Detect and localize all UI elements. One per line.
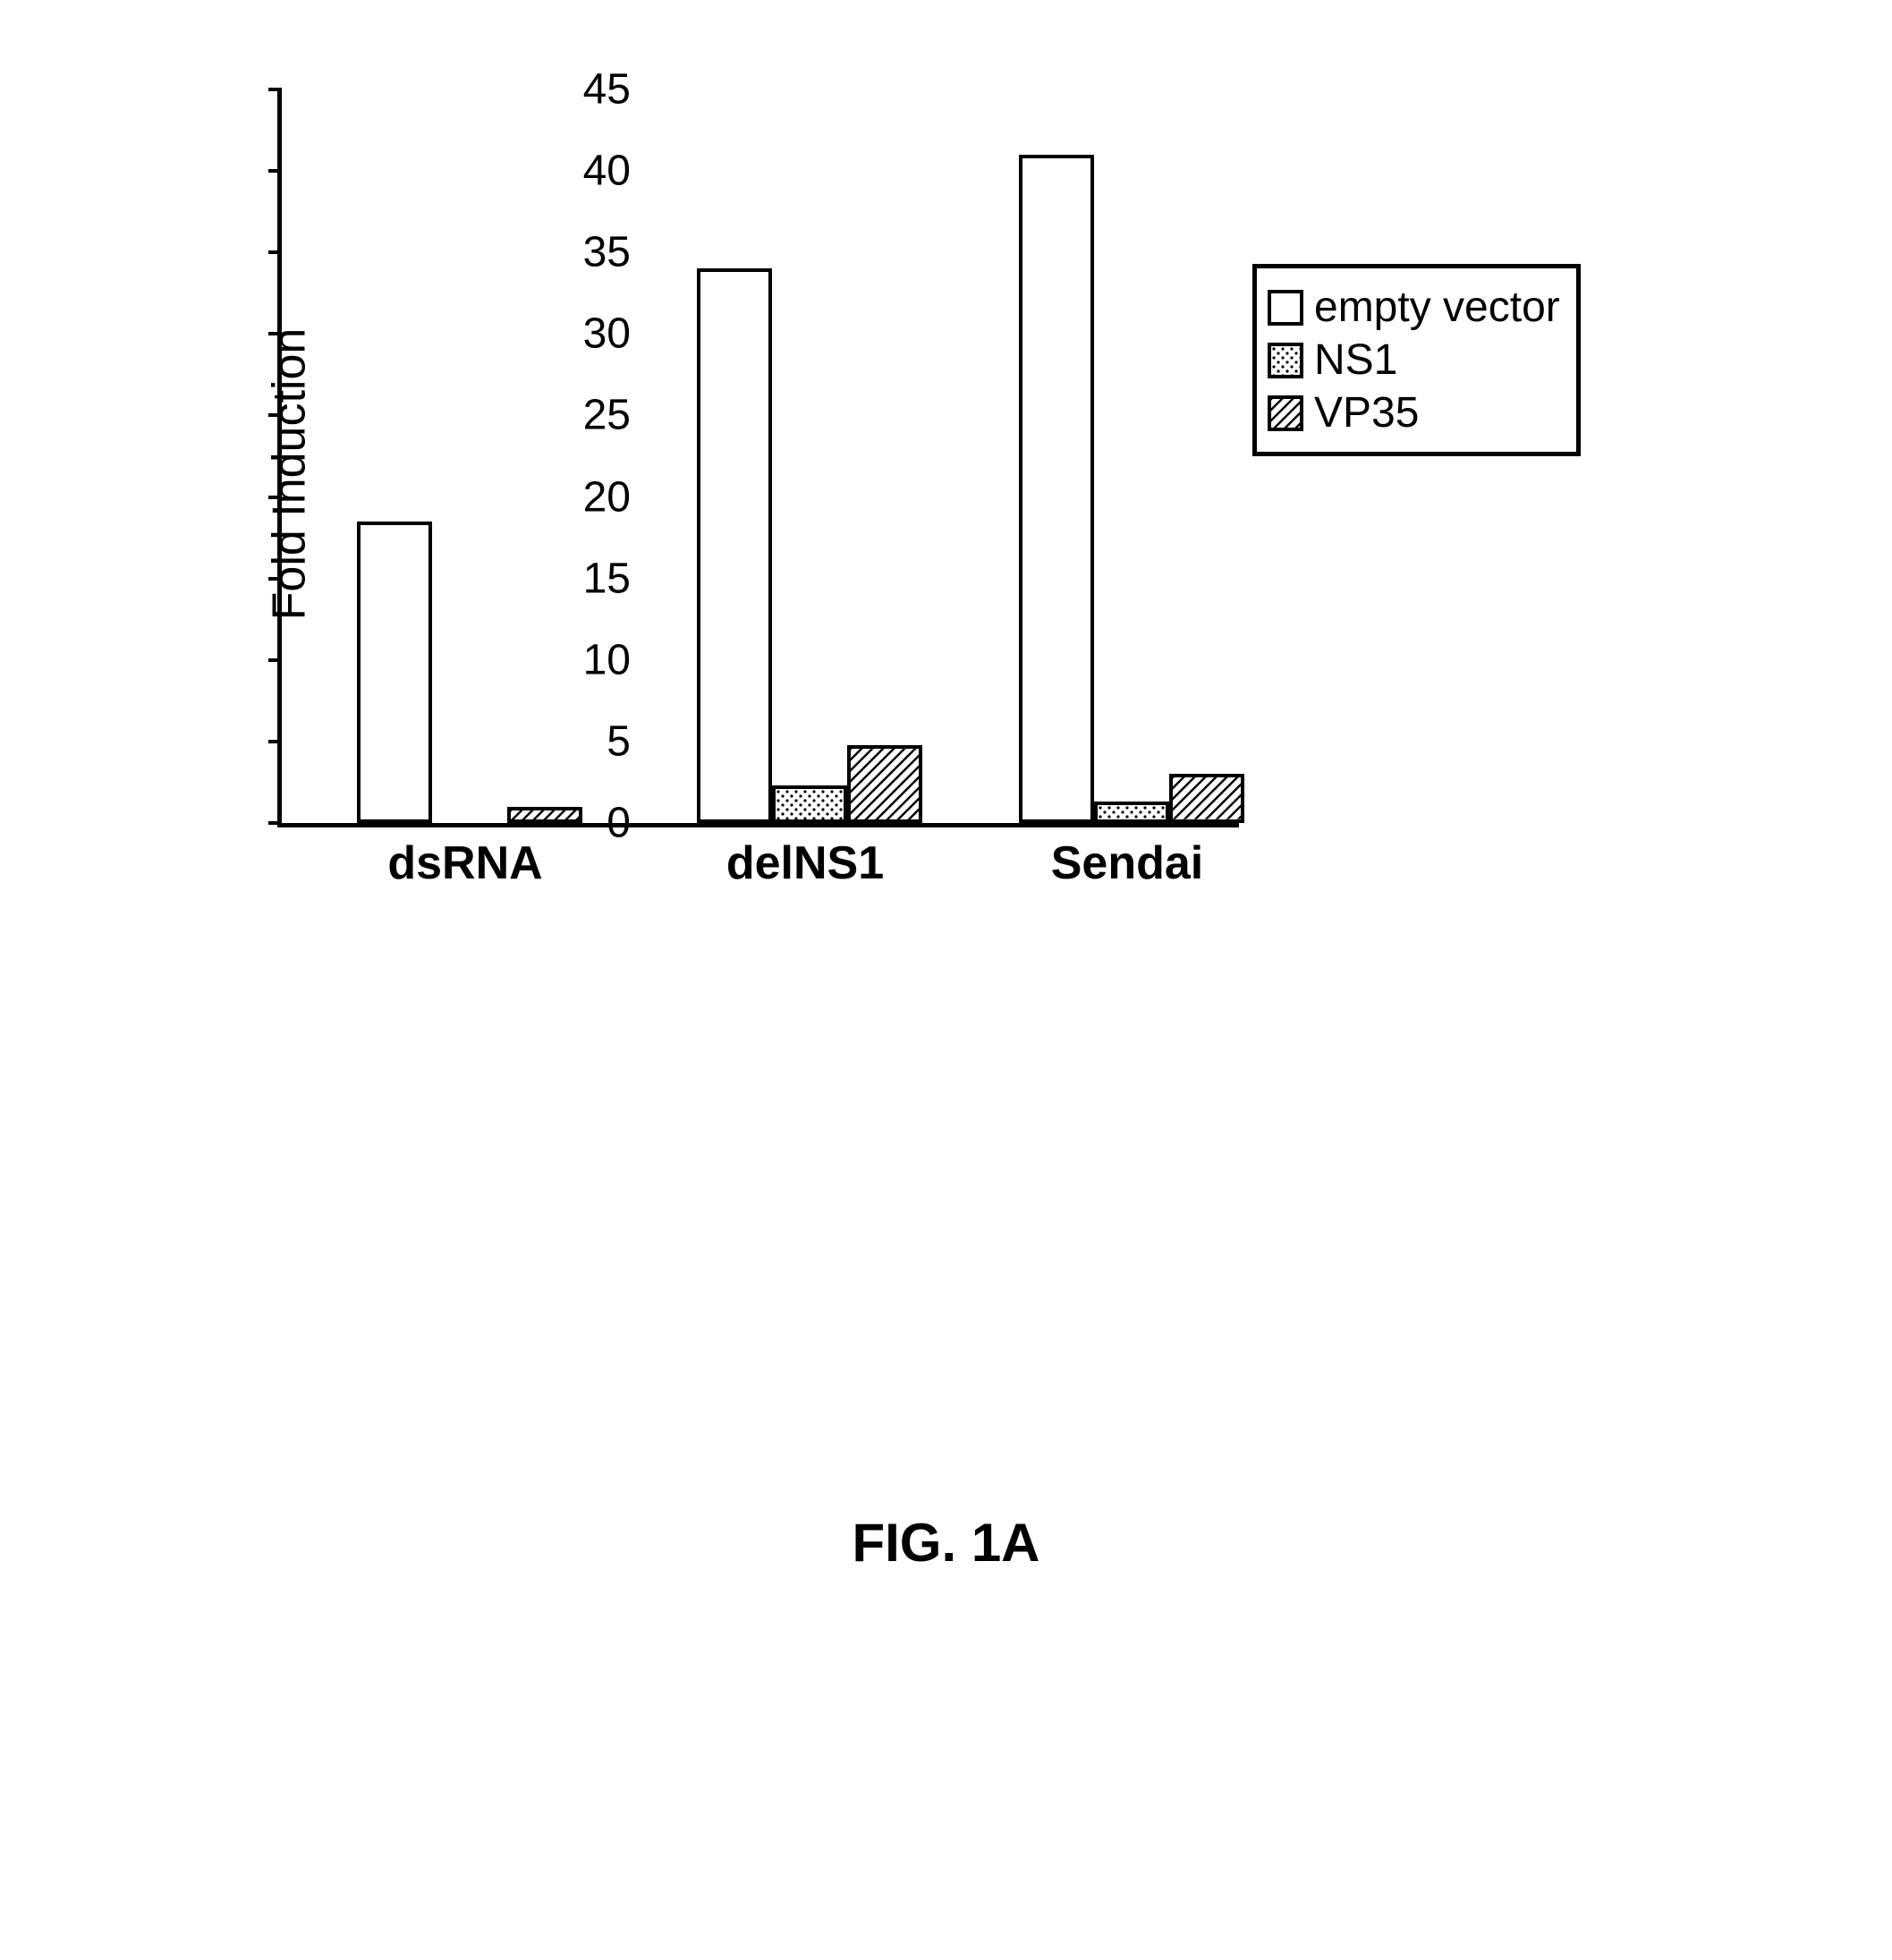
y-tick <box>268 821 282 825</box>
legend-item: VP35 <box>1268 388 1560 437</box>
bar <box>847 745 922 823</box>
y-tick <box>268 88 282 91</box>
y-tick-label: 5 <box>559 717 631 766</box>
y-tick-label: 40 <box>559 147 631 196</box>
y-tick-label: 45 <box>559 65 631 115</box>
bar <box>697 268 772 823</box>
y-tick <box>268 740 282 743</box>
y-tick <box>268 658 282 662</box>
bar <box>1094 802 1169 823</box>
legend-item: empty vector <box>1268 283 1560 332</box>
legend-label: VP35 <box>1314 388 1419 437</box>
plot-region <box>277 89 1239 827</box>
y-tick <box>268 169 282 173</box>
bar <box>1169 774 1244 823</box>
figure-container: Fold Induction empty vectorNS1VP35 05101… <box>36 36 1856 1924</box>
x-category-label: Sendai <box>1051 836 1204 890</box>
y-tick-label: 30 <box>559 310 631 359</box>
y-tick-label: 20 <box>559 472 631 522</box>
x-category-label: delNS1 <box>726 836 884 890</box>
bar-chart: Fold Induction empty vectorNS1VP35 05101… <box>170 72 1601 877</box>
bar <box>357 522 432 823</box>
legend-swatch <box>1268 343 1303 378</box>
legend-label: empty vector <box>1314 283 1560 332</box>
y-tick <box>268 413 282 417</box>
legend-swatch <box>1268 290 1303 326</box>
legend-item: NS1 <box>1268 335 1560 385</box>
legend-swatch <box>1268 395 1303 431</box>
bar <box>772 785 847 823</box>
y-tick <box>268 577 282 581</box>
bar <box>1019 155 1094 823</box>
y-tick <box>268 496 282 499</box>
y-tick-label: 0 <box>559 799 631 848</box>
legend-label: NS1 <box>1314 335 1397 385</box>
x-category-label: dsRNA <box>387 836 542 890</box>
legend: empty vectorNS1VP35 <box>1252 264 1581 456</box>
y-tick-label: 35 <box>559 228 631 277</box>
figure-caption: FIG. 1A <box>852 1512 1039 1574</box>
y-tick <box>268 250 282 254</box>
y-tick-label: 15 <box>559 554 631 603</box>
y-tick-label: 10 <box>559 635 631 684</box>
y-tick-label: 25 <box>559 391 631 440</box>
y-tick <box>268 332 282 335</box>
